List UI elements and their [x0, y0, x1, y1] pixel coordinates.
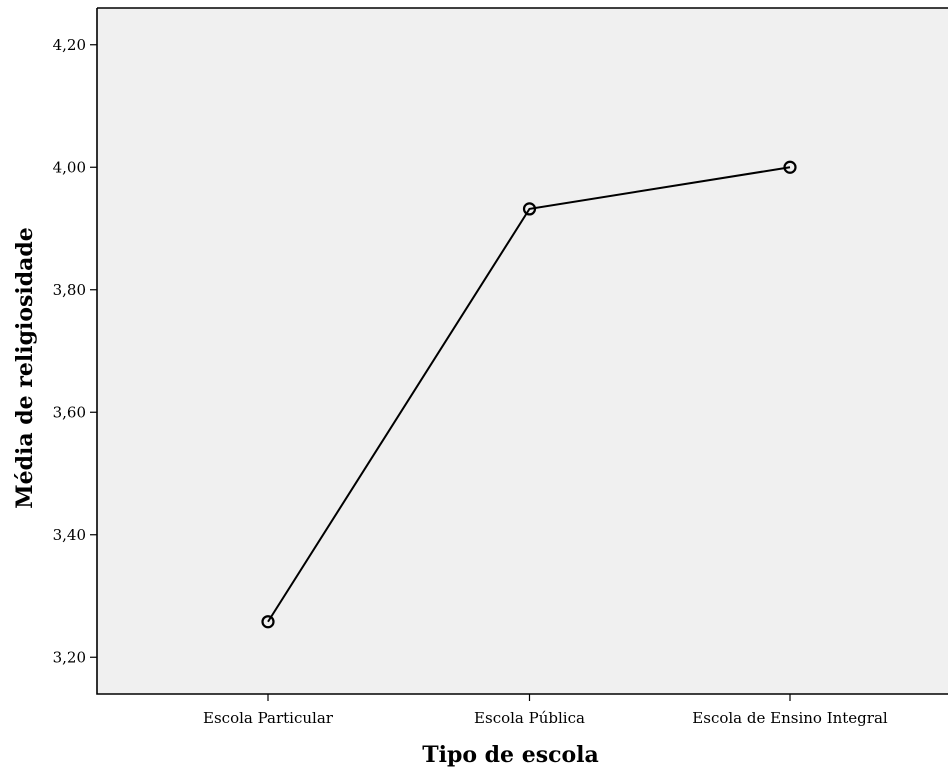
y-tick-label: 3,60 — [53, 403, 86, 421]
series-line — [267, 166, 791, 623]
y-tick-label: 4,00 — [53, 158, 86, 176]
x-tick-label: Escola Particular — [203, 709, 334, 727]
axis-lines — [96, 7, 948, 695]
plot-area — [97, 8, 948, 694]
x-axis-title: Tipo de escola — [422, 742, 599, 768]
y-tick-label: 3,40 — [53, 526, 86, 544]
series-markers — [261, 160, 797, 629]
x-tick-label: Escola de Ensino Integral — [692, 709, 888, 727]
y-tick-label: 4,20 — [53, 36, 86, 54]
y-axis-title: Média de religiosidade — [12, 227, 38, 509]
data-point-marker — [783, 160, 797, 174]
x-tick-label: Escola Pública — [474, 709, 585, 727]
y-tick-label: 3,80 — [53, 281, 86, 299]
x-axis-ticks: Escola Particular Escola Pública Escola de… — [203, 694, 888, 727]
data-point-marker — [522, 202, 537, 216]
y-tick-label: 3,20 — [53, 648, 86, 666]
data-point-marker — [261, 615, 275, 629]
y-axis-ticks: 3,20 3,40 3,60 3,80 4,00 4,20 — [53, 36, 97, 666]
